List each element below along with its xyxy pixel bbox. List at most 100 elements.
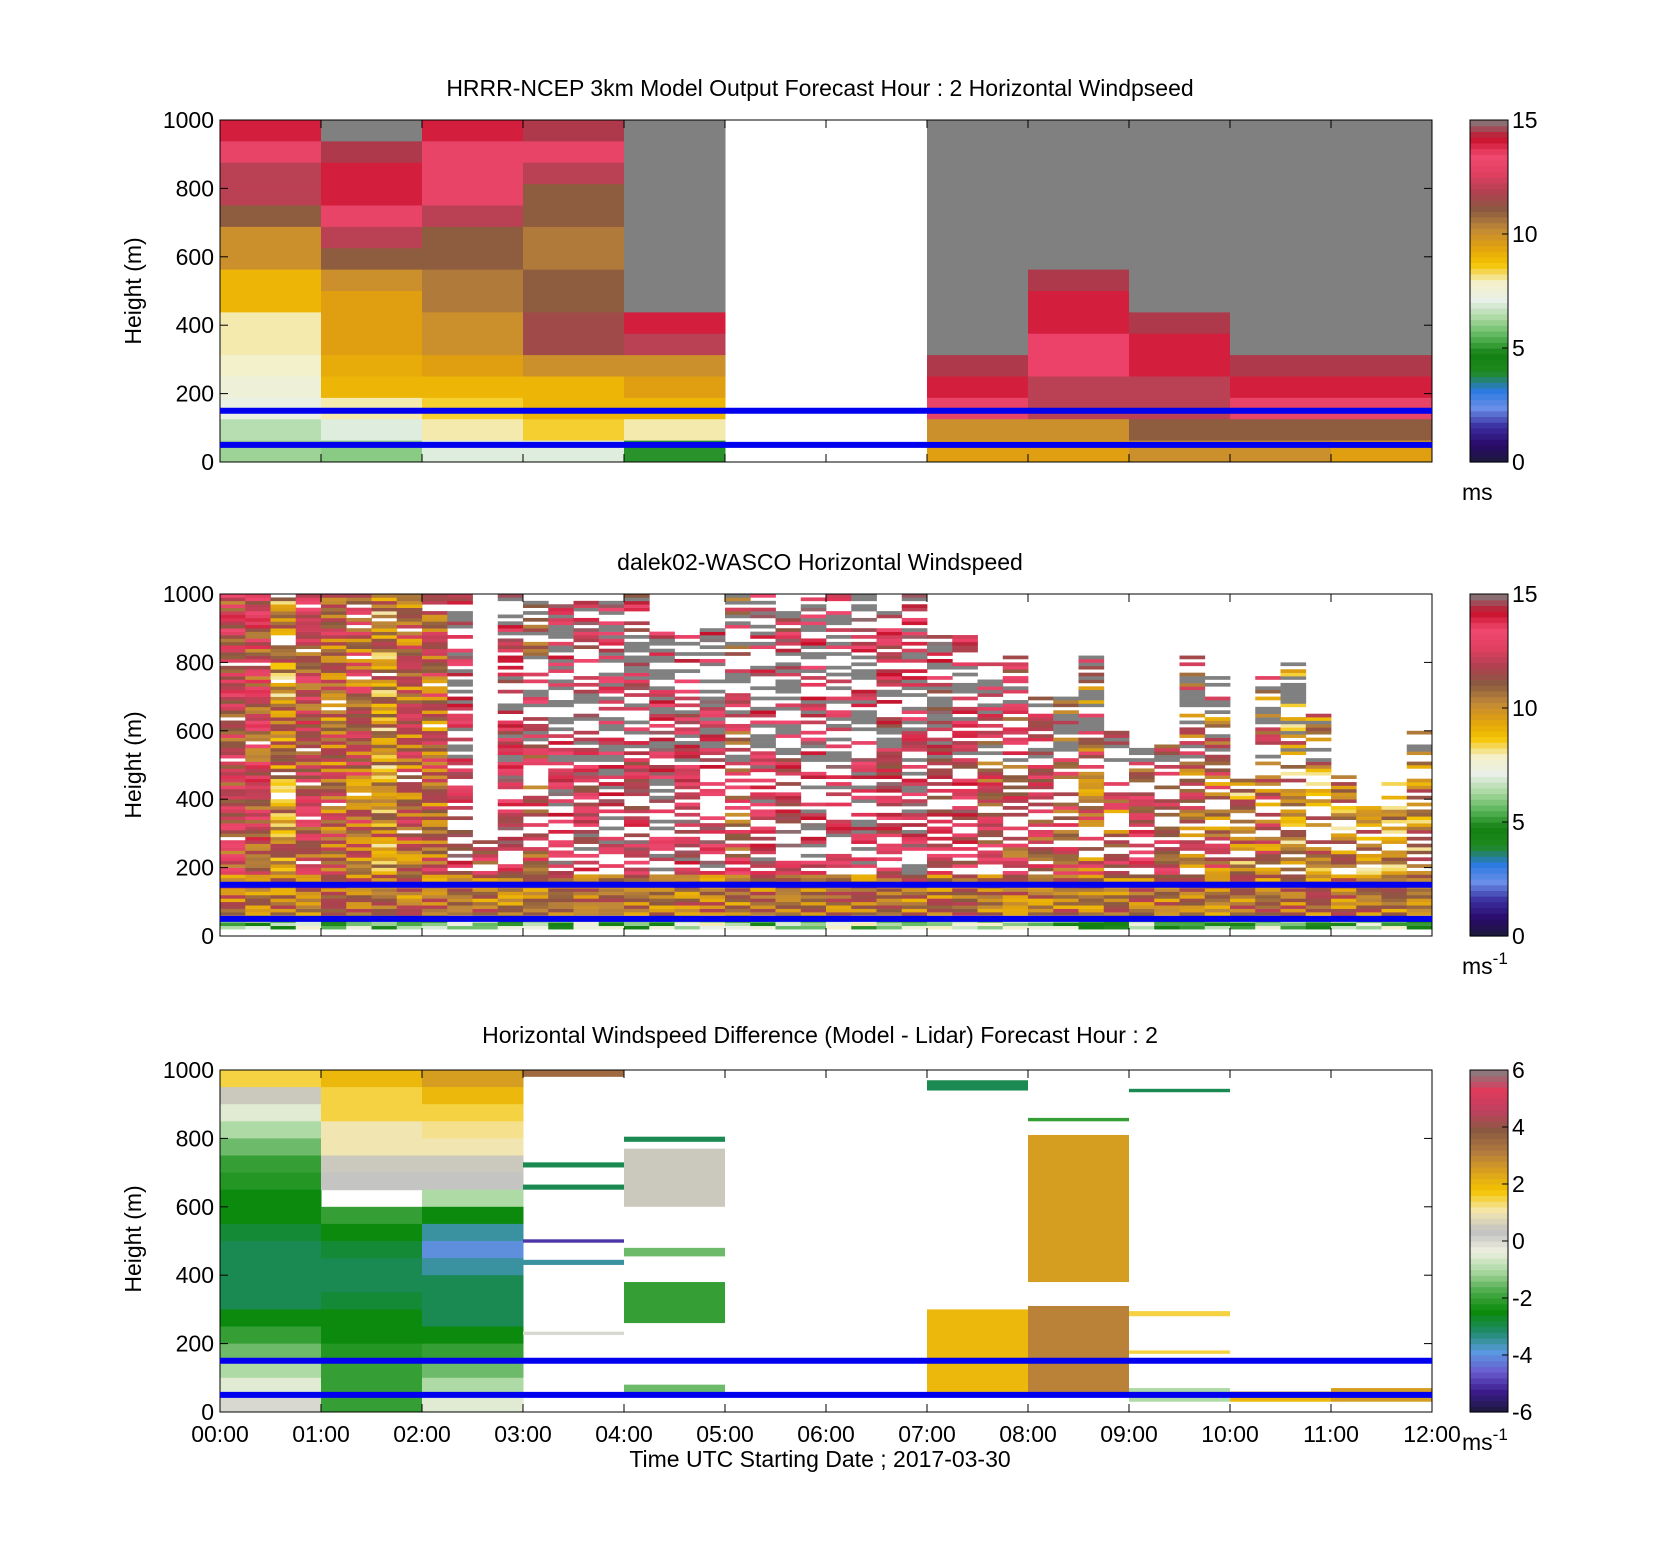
lidar-cell [548,682,574,687]
lidar-cell [548,771,574,776]
lidar-cell [1078,816,1105,821]
heatmap-cell [422,419,524,442]
lidar-cell [321,833,347,838]
lidar-cell [321,689,347,694]
lidar-cell [624,727,650,732]
lidar-cell [1078,795,1105,800]
lidar-cell [1204,700,1231,704]
lidar-cell [624,682,650,687]
lidar-cell [548,761,574,766]
lidar-cell [851,689,877,694]
difference-cell [422,1360,524,1379]
lidar-cell [1331,792,1357,797]
lidar-cell [1255,847,1281,851]
lidar-cell [901,799,928,803]
lidar-cell [497,840,524,844]
lidar-cell [1280,888,1307,892]
lidar-cell [1305,840,1332,844]
colorbar-swatch [1470,1161,1508,1168]
difference-cell [422,1292,524,1310]
colorbar-swatch [1470,234,1508,241]
lidar-cell [649,912,675,916]
colorbar-swatch [1470,239,1508,246]
lidar-cell [851,829,877,834]
lidar-cell [346,720,372,725]
lidar-cell [371,676,398,680]
lidar-cell [927,771,953,776]
lidar-cell [649,782,675,786]
lidar-cell [295,713,322,718]
lidar-cell [371,847,398,851]
lidar-cell [548,853,574,858]
lidar-cell [1381,819,1408,824]
lidar-cell [220,809,246,814]
lidar-cell [573,819,600,824]
lidar-cell [952,891,978,896]
colorbar-swatch [1470,668,1508,675]
x-tick-label: 03:00 [494,1421,552,1447]
lidar-cell [598,747,625,752]
lidar-cell [447,816,473,821]
lidar-cell [1230,867,1256,872]
lidar-cell [901,894,928,899]
lidar-cell [371,628,398,632]
lidar-cell [977,799,1004,803]
lidar-cell [674,901,701,906]
heatmap-cell [422,248,524,271]
lidar-cell [497,758,524,762]
lidar-cell [674,782,701,786]
lidar-cell [876,641,903,646]
lidar-cell [497,703,524,708]
heatmap-cell [523,269,625,292]
lidar-cell [245,843,271,848]
lidar-cell [1280,792,1307,797]
lidar-cell [1356,874,1382,879]
lidar-cell [321,741,347,745]
lidar-cell [1280,874,1307,879]
lidar-cell [396,652,423,656]
difference-cell [1028,1134,1129,1283]
lidar-cell [1280,847,1307,851]
lidar-cell [371,819,398,824]
lidar-cell [699,925,726,930]
colorbar-tick-label: 15 [1512,581,1538,607]
difference-cell [422,1394,524,1413]
lidar-cell [851,812,877,817]
lidar-cell [598,758,625,762]
lidar-cell [548,624,574,629]
lidar-cell [245,727,271,732]
lidar-cell [800,836,827,841]
heatmap-cell [927,312,1029,335]
lidar-cell [497,658,524,663]
lidar-cell [1053,860,1079,865]
colorbar-swatch [1470,376,1508,383]
lidar-cell [624,809,650,814]
lidar-cell [1002,665,1029,670]
lidar-cell [270,669,297,673]
lidar-cell [851,641,877,646]
lidar-cell [1230,908,1256,913]
lidar-cell [371,652,398,656]
lidar-cell [422,686,448,691]
lidar-cell [1078,696,1105,701]
lidar-cell [876,614,903,619]
lidar-cell [497,785,524,790]
lidar-cell [977,730,1004,735]
lidar-cell [1280,829,1307,834]
lidar-cell [649,819,675,824]
lidar-cell [245,898,271,903]
lidar-cell [245,888,271,892]
difference-cell [220,1360,322,1379]
lidar-cell [598,727,625,732]
lidar-cell [548,741,574,745]
colorbar-swatch [1470,1349,1508,1356]
lidar-cell [1002,877,1029,882]
lidar-cell [1002,864,1029,868]
lidar-cell [826,597,852,602]
lidar-cell [295,710,322,714]
lidar-cell [851,720,877,725]
lidar-cell [1129,771,1155,776]
lidar-cell [523,754,549,759]
lidar-cell [725,836,751,841]
